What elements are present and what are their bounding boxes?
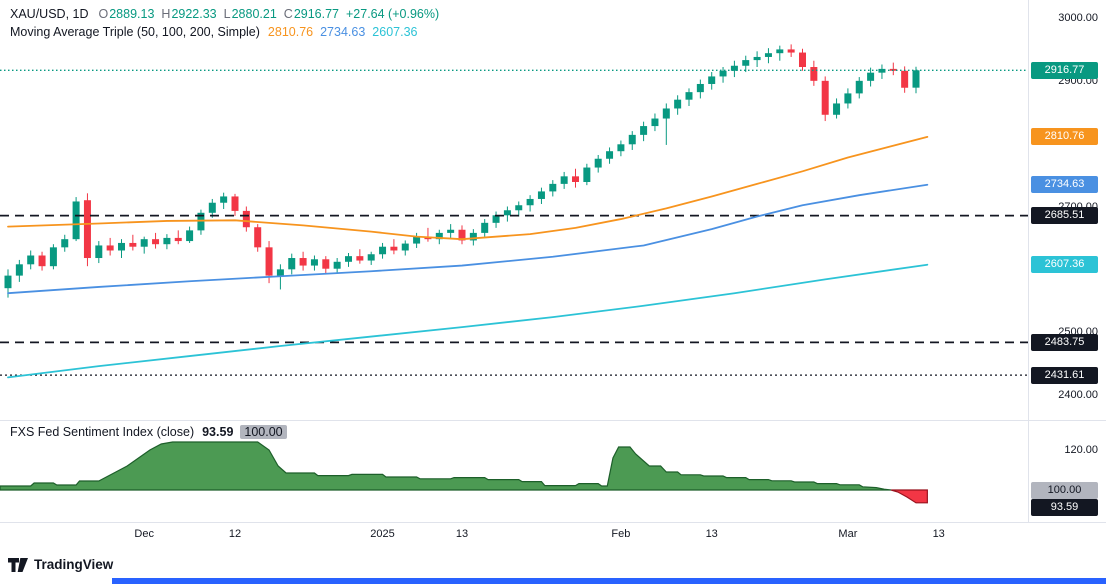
legend-item: 100.00 <box>240 425 287 439</box>
time-tick: Dec <box>134 528 154 540</box>
legend-item: 2922.33 <box>171 7 217 21</box>
time-tick: Feb <box>611 528 631 540</box>
price-axis-badge: 2685.51 <box>1031 207 1098 225</box>
brand-text: TradingView <box>34 557 114 572</box>
price-axis-badge: 2916.77 <box>1031 61 1098 79</box>
price-axis-badge: 2431.61 <box>1031 366 1098 384</box>
time-tick: 12 <box>228 528 242 540</box>
sentiment-area <box>0 441 928 504</box>
candlestick-series <box>4 44 920 298</box>
legend-item: 2916.77 <box>293 7 339 21</box>
pane-separators <box>0 0 1106 523</box>
price-axis-badge: 2607.36 <box>1031 256 1098 274</box>
legend-item: C <box>283 7 293 21</box>
time-tick: Mar <box>838 528 858 540</box>
sentiment-indicator-legend[interactable]: FXS Fed Sentiment Index (close) 93.59 100.… <box>10 424 287 441</box>
legend-item: 93.59 <box>202 425 234 439</box>
legend-item: 2810.76 <box>267 25 314 39</box>
legend-item: 2880.21 <box>231 7 277 21</box>
legend-item: 2607.36 <box>372 25 418 39</box>
tradingview-icon <box>8 557 28 572</box>
legend-item: XAU/USD, 1D <box>10 7 89 21</box>
price-axis-badge: 2734.63 <box>1031 176 1098 194</box>
ma50-line <box>7 136 929 241</box>
price-axis-badge: 2810.76 <box>1031 128 1098 146</box>
legend-item: 2889.13 <box>109 7 155 21</box>
time-tick: 13 <box>705 528 718 540</box>
price-axis-badge: 2483.75 <box>1031 333 1098 351</box>
legend-item: Moving Average Triple (50, 100, 200, Sim… <box>10 25 260 39</box>
symbol-legend[interactable]: XAU/USD, 1D O2889.13 H2922.33 L2880.21 C2916… <box>10 6 439 23</box>
ma-indicator-legend[interactable]: Moving Average Triple (50, 100, 200, Sim… <box>10 24 417 41</box>
sentiment-axis-badge: 93.59 <box>1031 499 1098 517</box>
legend-item: L <box>223 7 231 21</box>
legend-item: 2734.63 <box>320 25 366 39</box>
sentiment-axis-badge: 100.00 <box>1031 481 1098 499</box>
legend-item: +27.64 (+0.96%) <box>346 7 440 21</box>
time-tick: 13 <box>932 528 945 540</box>
time-tick: 2025 <box>370 528 395 540</box>
price-tick: 2400.00 <box>1058 389 1098 401</box>
footer-progress-bar <box>112 578 1106 584</box>
price-levels <box>0 69 1028 376</box>
legend-item: O <box>98 7 109 21</box>
legend-item: FXS Fed Sentiment Index (close) <box>10 425 195 439</box>
legend-item: H <box>161 7 171 21</box>
sentiment-tick: 120.00 <box>1064 444 1098 456</box>
time-tick: 13 <box>455 528 469 540</box>
ma100-line <box>7 183 929 295</box>
price-tick: 3000.00 <box>1058 12 1098 24</box>
tradingview-logo[interactable]: TradingView <box>8 557 113 572</box>
ma200-line <box>7 263 929 379</box>
